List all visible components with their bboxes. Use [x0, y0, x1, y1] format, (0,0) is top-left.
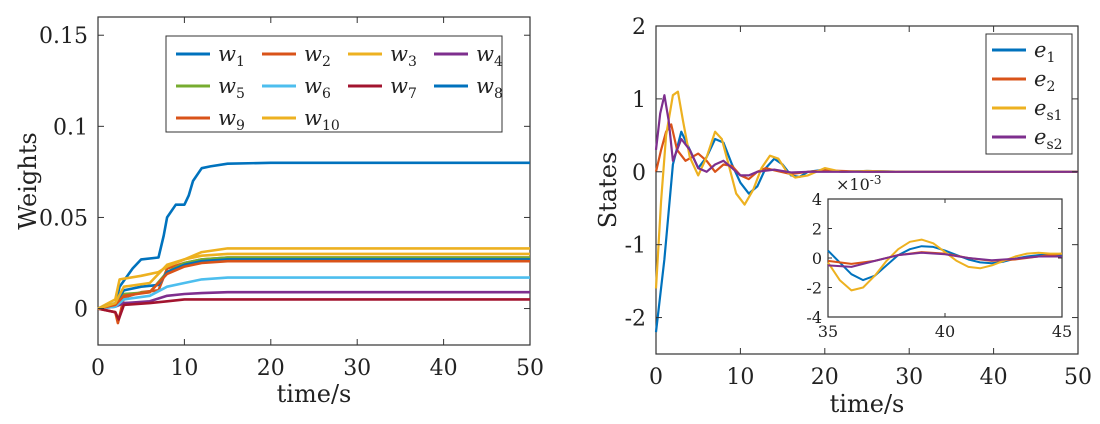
weights-legend-label: w9 [218, 106, 245, 134]
weights-legend-label: w7 [390, 74, 417, 102]
weights-series-line-w1 [97, 161, 530, 310]
weights-y-ticks: 0 0.05 0.1 0.15 [39, 24, 530, 323]
states-legend-label: e2 [1034, 67, 1055, 95]
states-y-tick-label: 2 [632, 15, 646, 40]
states-series-line-es1 [654, 90, 1078, 289]
weights-y-tick-label: 0.05 [39, 206, 88, 231]
states-legend-box [985, 33, 1073, 155]
weights-legend-label: w3 [390, 42, 417, 70]
states-y-ticks: -2 -1 0 1 2 [625, 15, 1078, 332]
weights-legend-label: w2 [304, 42, 331, 70]
inset-x-tick-label: 45 [1052, 322, 1072, 341]
weights-series-lines [97, 161, 530, 325]
inset-x-tick-label: 40 [935, 322, 955, 341]
inset-y-tick-label: -2 [806, 279, 822, 298]
weights-y-tick-label: 0.15 [39, 24, 88, 49]
inset-y-ticks: -4 -2 0 2 4 [806, 190, 1062, 327]
weights-legend-label: w4 [476, 42, 503, 70]
inset-series-lines [827, 238, 1063, 292]
weights-legend-label: w8 [476, 74, 503, 102]
states-inset-chart: 35 40 45 -4 -2 0 2 4 ×10-3 [806, 173, 1072, 341]
inset-y-tick-label: -4 [806, 308, 822, 327]
inset-exponent: ×10-3 [836, 173, 881, 194]
states-x-tick-label: 0 [649, 365, 663, 390]
states-x-tick-label: 30 [895, 365, 923, 390]
weights-y-tick-label: 0.1 [53, 115, 88, 140]
inset-x-ticks: 35 40 45 [818, 199, 1072, 341]
inset-y-tick-label: 0 [812, 249, 822, 268]
inset-exponent-base: ×10 [836, 175, 870, 194]
states-x-tick-label: 20 [811, 365, 839, 390]
states-y-tick-label: 0 [632, 161, 646, 186]
weights-series-line-w10 [97, 252, 530, 310]
inset-exponent-power: -3 [870, 173, 882, 187]
inset-y-tick-label: 4 [812, 190, 822, 209]
states-legend-label: es2 [1034, 125, 1063, 153]
weights-x-tick-label: 40 [430, 356, 458, 381]
weights-legend-box [165, 35, 503, 133]
states-x-tick-label: 40 [980, 365, 1008, 390]
states-series-lines [654, 90, 1078, 333]
weights-x-tick-label: 10 [170, 356, 198, 381]
inset-series-line-es1 [827, 238, 1062, 292]
weights-series-line-w6 [97, 276, 530, 310]
inset-y-tick-label: 2 [812, 220, 822, 239]
weights-x-tick-label: 20 [257, 356, 285, 381]
states-x-label: time/s [830, 390, 905, 418]
weights-x-label: time/s [277, 380, 352, 408]
weights-series-line-w7 [97, 298, 530, 321]
weights-x-tick-label: 50 [516, 356, 544, 381]
states-x-tick-label: 10 [726, 365, 754, 390]
states-y-label: States [594, 152, 622, 229]
states-y-tick-label: -1 [625, 234, 646, 259]
weights-legend-label: w1 [218, 42, 245, 70]
states-legend-label: e1 [1034, 38, 1055, 66]
states-legend-label: es1 [1034, 96, 1063, 124]
states-y-tick-label: -2 [625, 307, 646, 332]
weights-legend-label: w5 [218, 74, 245, 102]
weights-legend-label: w6 [304, 74, 331, 102]
states-x-tick-label: 50 [1064, 365, 1092, 390]
weights-legend: w1 w2 w3 w4 w5 w6 w7 w8 w9 w10 [165, 35, 503, 134]
weights-series-line-w9 [97, 259, 530, 310]
states-x-ticks: 0 10 20 30 40 50 [649, 26, 1092, 390]
weights-legend-label: w10 [304, 106, 340, 134]
weights-y-tick-label: 0 [74, 298, 88, 323]
weights-x-tick-label: 30 [343, 356, 371, 381]
inset-x-tick-label: 35 [818, 322, 838, 341]
states-series-line-es2 [654, 94, 1078, 177]
weights-x-tick-label: 0 [91, 356, 105, 381]
weights-x-ticks: 0 10 20 30 40 50 [91, 17, 544, 381]
inset-series-line-es2 [827, 251, 1062, 268]
states-y-tick-label: 1 [632, 88, 646, 113]
weights-y-label: Weights [14, 132, 42, 229]
weights-chart: 0 10 20 30 40 50 00.050.10.15 time/s Weights … [14, 16, 544, 408]
